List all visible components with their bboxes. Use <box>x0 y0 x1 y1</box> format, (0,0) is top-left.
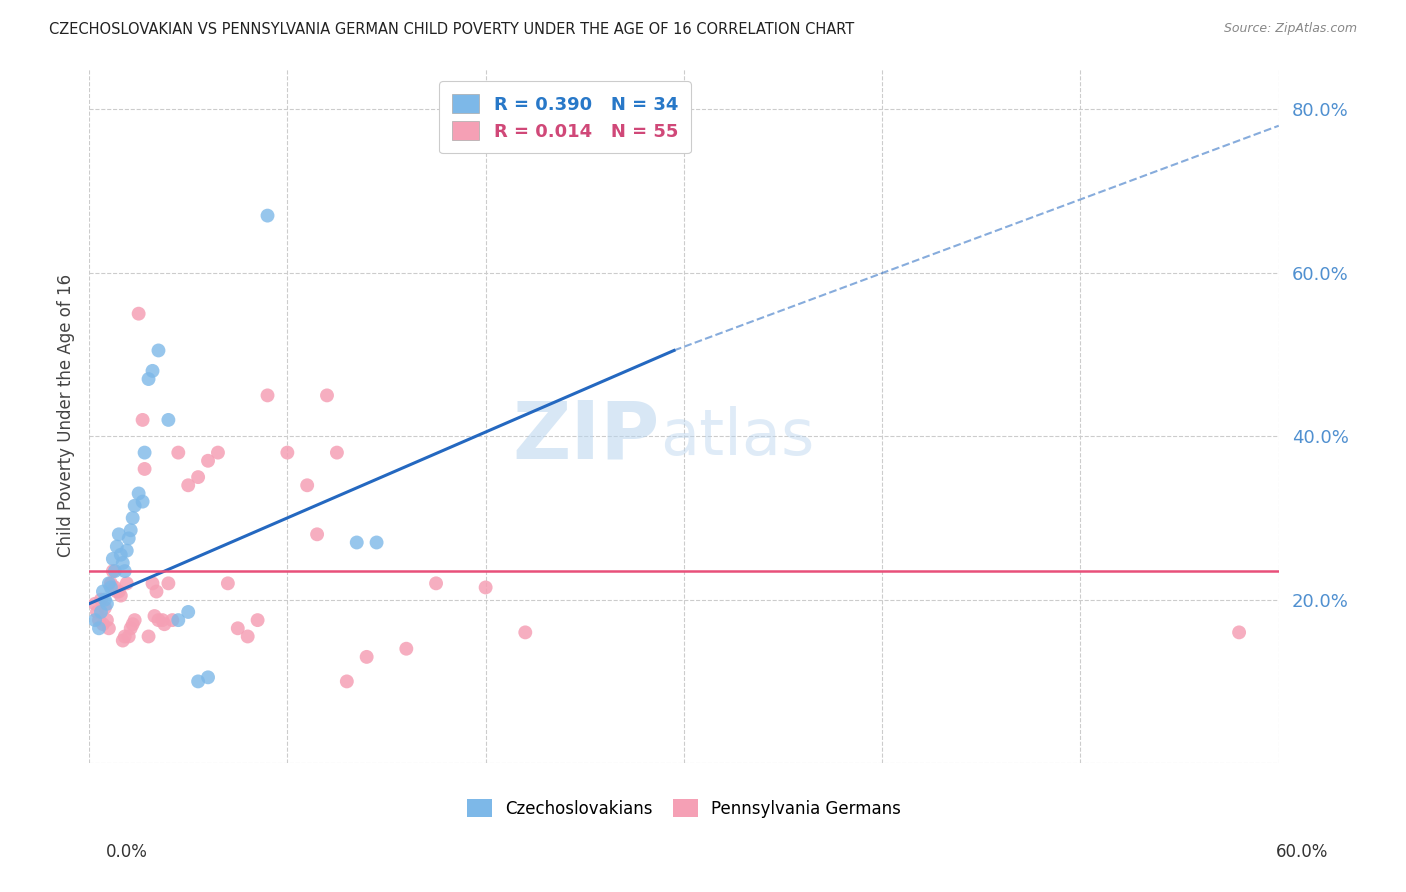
Point <box>111 556 134 570</box>
Text: Source: ZipAtlas.com: Source: ZipAtlas.com <box>1223 22 1357 36</box>
Point <box>295 478 318 492</box>
Point <box>197 454 219 468</box>
Point <box>120 621 142 635</box>
Point <box>148 343 170 358</box>
Text: CZECHOSLOVAKIAN VS PENNSYLVANIA GERMAN CHILD POVERTY UNDER THE AGE OF 16 CORRELA: CZECHOSLOVAKIAN VS PENNSYLVANIA GERMAN C… <box>49 22 855 37</box>
Point <box>177 478 200 492</box>
Point <box>336 674 359 689</box>
Point <box>316 388 339 402</box>
Point <box>515 625 537 640</box>
Point <box>1227 625 1250 640</box>
Point <box>356 649 378 664</box>
Point <box>474 581 496 595</box>
Point <box>114 630 136 644</box>
Point <box>94 592 117 607</box>
Point <box>115 576 138 591</box>
Point <box>110 589 132 603</box>
Point <box>131 413 153 427</box>
Point <box>105 540 128 554</box>
Point <box>395 641 418 656</box>
Point <box>115 543 138 558</box>
Point <box>141 364 163 378</box>
Point <box>197 670 219 684</box>
Point <box>124 613 146 627</box>
Point <box>145 584 167 599</box>
Point <box>177 605 200 619</box>
Point <box>101 564 124 578</box>
Point <box>121 511 143 525</box>
Point <box>134 445 156 459</box>
Point <box>121 617 143 632</box>
Point <box>167 445 190 459</box>
Point <box>148 613 170 627</box>
Point <box>94 600 117 615</box>
Point <box>138 630 160 644</box>
Point <box>97 576 120 591</box>
Point <box>105 584 128 599</box>
Point <box>366 535 388 549</box>
Y-axis label: Child Poverty Under the Age of 16: Child Poverty Under the Age of 16 <box>58 274 75 558</box>
Point <box>100 581 122 595</box>
Point <box>114 564 136 578</box>
Point <box>90 592 112 607</box>
Point <box>152 613 174 627</box>
Point <box>87 613 110 627</box>
Point <box>101 551 124 566</box>
Point <box>100 576 122 591</box>
Point <box>143 609 166 624</box>
Point <box>138 372 160 386</box>
Point <box>157 413 180 427</box>
Point <box>141 576 163 591</box>
Point <box>118 630 141 644</box>
Point <box>157 576 180 591</box>
Point <box>87 621 110 635</box>
Point <box>91 617 114 632</box>
Point <box>108 527 131 541</box>
Point <box>167 613 190 627</box>
Point <box>226 621 249 635</box>
Point <box>153 617 176 632</box>
Point <box>96 613 118 627</box>
Point <box>307 527 329 541</box>
Point <box>246 613 269 627</box>
Point <box>110 548 132 562</box>
Point <box>84 613 107 627</box>
Point <box>90 605 112 619</box>
Point <box>187 470 209 484</box>
Text: 0.0%: 0.0% <box>105 843 148 861</box>
Point <box>104 564 127 578</box>
Point <box>97 621 120 635</box>
Point <box>131 494 153 508</box>
Point <box>346 535 368 549</box>
Point <box>217 576 239 591</box>
Point <box>134 462 156 476</box>
Point <box>118 532 141 546</box>
Legend: Czechoslovakians, Pennsylvania Germans: Czechoslovakians, Pennsylvania Germans <box>460 792 908 824</box>
Point <box>111 633 134 648</box>
Point <box>108 584 131 599</box>
Point <box>326 445 349 459</box>
Point <box>128 486 150 500</box>
Point <box>104 581 127 595</box>
Point <box>207 445 229 459</box>
Point <box>256 209 278 223</box>
Point <box>236 630 259 644</box>
Point <box>86 605 108 619</box>
Point <box>84 597 107 611</box>
Point <box>162 613 184 627</box>
Point <box>120 523 142 537</box>
Text: 60.0%: 60.0% <box>1277 843 1329 861</box>
Point <box>256 388 278 402</box>
Point <box>425 576 447 591</box>
Point <box>96 597 118 611</box>
Point <box>276 445 298 459</box>
Text: atlas: atlas <box>659 406 814 467</box>
Point <box>91 584 114 599</box>
Point <box>128 307 150 321</box>
Text: ZIP: ZIP <box>513 398 659 475</box>
Point <box>124 499 146 513</box>
Point <box>187 674 209 689</box>
